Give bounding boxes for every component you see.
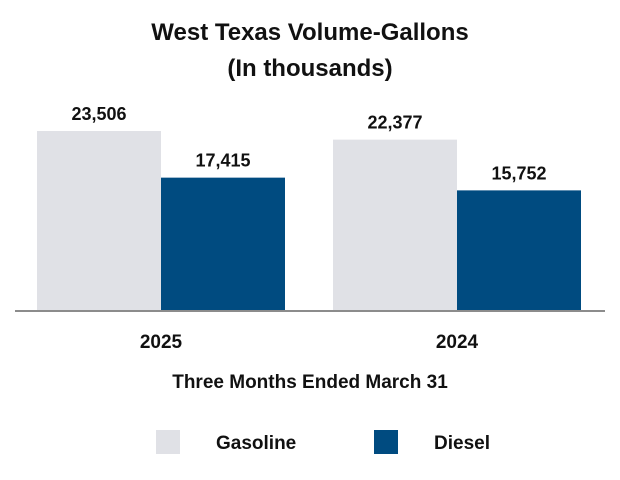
bars-group [37, 131, 581, 311]
chart-subtitle: (In thousands) [227, 55, 392, 82]
x-tick-labels: 2025 2024 [140, 332, 479, 353]
x-tick-label-2024: 2024 [436, 332, 479, 353]
chart-title: West Texas Volume-Gallons [151, 19, 468, 46]
value-label-gasoline-2024: 22,377 [367, 113, 422, 133]
value-label-diesel-2025: 17,415 [195, 151, 250, 171]
bar-diesel-2025 [161, 177, 285, 311]
legend-swatch-diesel [374, 430, 398, 454]
bar-gasoline-2024 [333, 139, 457, 311]
legend: Gasoline Diesel [156, 430, 490, 454]
bar-gasoline-2025 [37, 131, 161, 311]
legend-label-diesel: Diesel [434, 433, 490, 454]
x-tick-label-2025: 2025 [140, 332, 183, 353]
value-label-gasoline-2025: 23,506 [71, 104, 126, 124]
legend-label-gasoline: Gasoline [216, 433, 296, 454]
x-axis-title: Three Months Ended March 31 [172, 372, 448, 393]
value-labels-group: 23,506 17,415 22,377 15,752 [71, 104, 546, 183]
legend-swatch-gasoline [156, 430, 180, 454]
bar-diesel-2024 [457, 190, 581, 311]
value-label-diesel-2024: 15,752 [491, 163, 546, 183]
